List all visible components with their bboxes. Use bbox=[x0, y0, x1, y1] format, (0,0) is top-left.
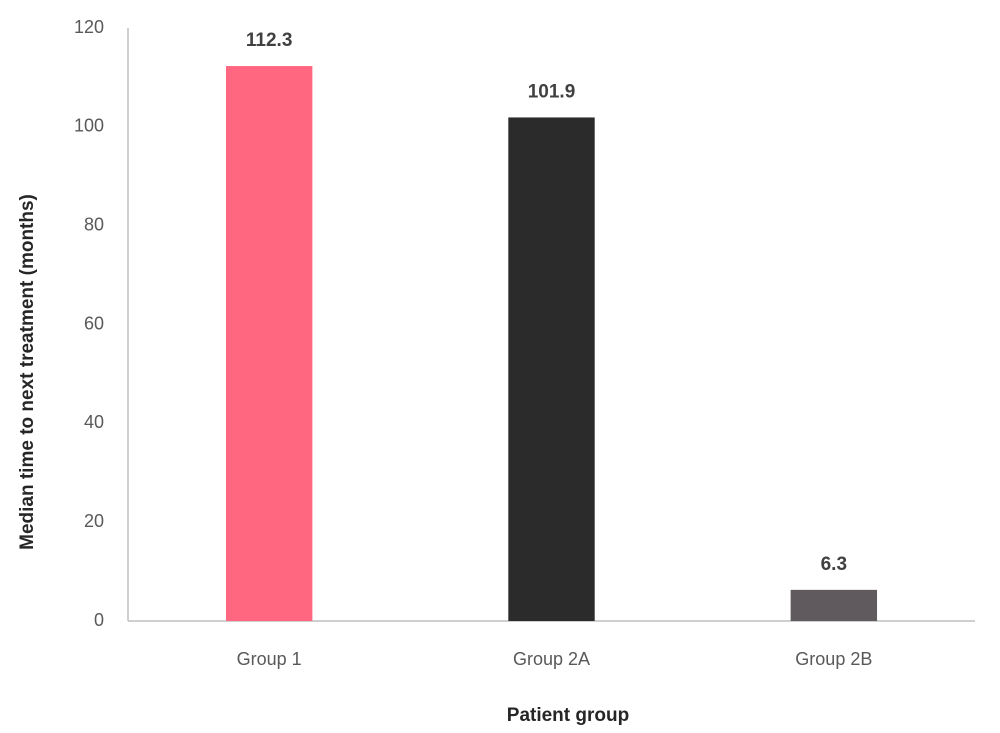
y-tick-label: 80 bbox=[84, 214, 104, 234]
value-label: 112.3 bbox=[246, 30, 293, 51]
value-label: 101.9 bbox=[528, 81, 576, 102]
value-label: 6.3 bbox=[821, 554, 847, 575]
y-tick-label: 0 bbox=[94, 610, 104, 630]
x-tick-label: Group 2A bbox=[513, 649, 590, 669]
x-axis-title: Patient group bbox=[507, 705, 629, 726]
y-tick-label: 40 bbox=[84, 412, 104, 432]
bar bbox=[790, 589, 878, 621]
y-tick-label: 60 bbox=[84, 313, 104, 333]
x-tick-label: Group 1 bbox=[237, 649, 302, 669]
y-tick-label: 20 bbox=[84, 511, 104, 531]
y-tick-label: 120 bbox=[74, 17, 104, 37]
bar bbox=[225, 66, 313, 621]
x-tick-label: Group 2B bbox=[795, 649, 872, 669]
y-tick-label: 100 bbox=[74, 116, 104, 136]
y-axis-title: Median time to next treatment (months) bbox=[17, 194, 38, 550]
bar bbox=[508, 117, 595, 622]
